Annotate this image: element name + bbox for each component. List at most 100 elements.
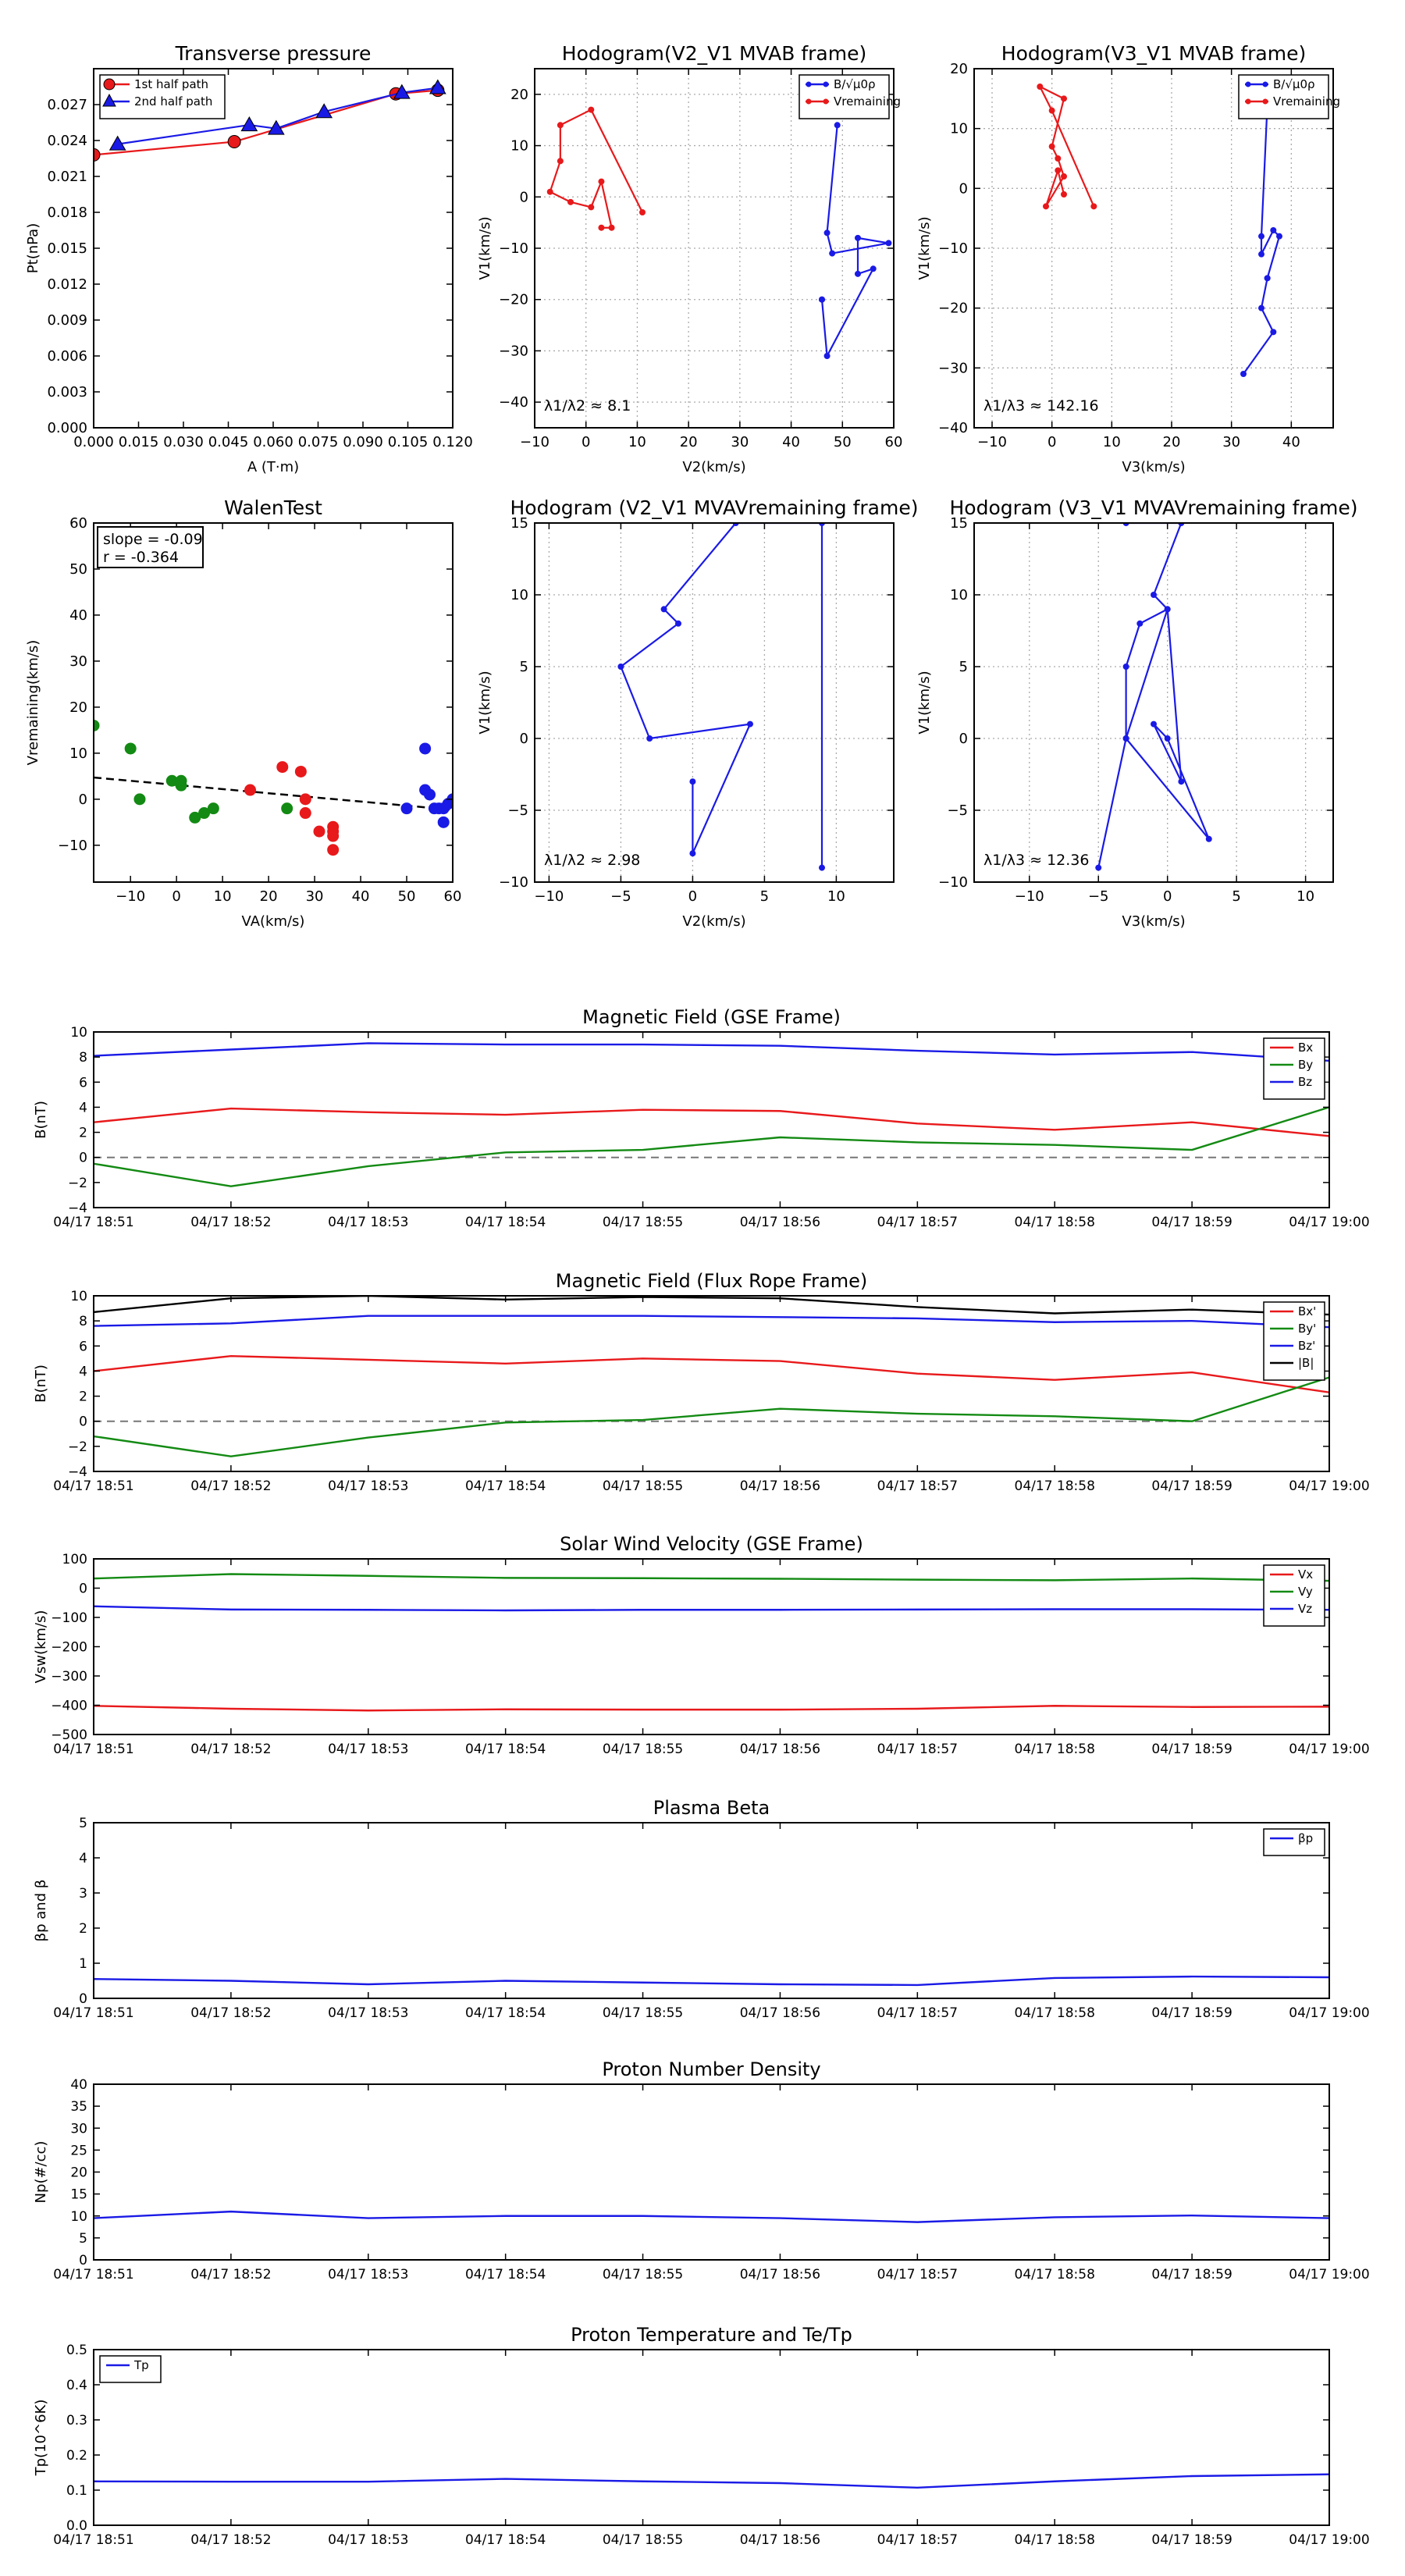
y-tick-label: −5 (507, 802, 528, 819)
data-point-green-7 (198, 807, 211, 820)
y-tick-label: 0 (79, 1582, 87, 1597)
y-tick-label: 10 (950, 121, 968, 137)
x-tick-label: 04/17 18:58 (1015, 1742, 1095, 1757)
legend-label: By' (1298, 1322, 1316, 1336)
series-line-Bx (94, 1107, 1329, 1137)
x-tick-label: 04/17 18:57 (877, 2005, 958, 2021)
data-point-red-3 (299, 793, 311, 806)
plot-area (546, 106, 892, 359)
x-tick-label: 04/17 18:57 (877, 1478, 958, 1494)
x-tick-label: −5 (610, 888, 631, 905)
stats-box (97, 526, 204, 568)
data-point-Vremaining-2 (1037, 84, 1044, 90)
x-tick-label: 04/17 18:56 (740, 2267, 820, 2282)
plot-frame (93, 68, 454, 429)
legend-marker (823, 98, 829, 105)
x-tick-label: 04/17 18:53 (328, 1478, 408, 1494)
x-tick-label: 04/17 18:55 (603, 1742, 683, 1757)
x-tick-label: 04/17 18:53 (328, 1742, 408, 1757)
data-point-velocity-9 (1122, 735, 1129, 742)
y-tick-label: −20 (499, 292, 528, 308)
y-tick-label: 6 (79, 1075, 87, 1091)
legend-label: 2nd half path (134, 94, 212, 109)
y-tick-label: 0 (79, 792, 87, 808)
series-line-Vremaining (549, 109, 643, 229)
data-point-B/√μ0ρ-4 (855, 234, 861, 241)
x-tick-label: 04/17 18:54 (465, 2005, 546, 2021)
x-tick-label: 04/17 18:59 (1151, 1478, 1232, 1494)
x-tick-label: 04/17 18:54 (465, 2267, 546, 2282)
x-tick-label: 10 (1297, 888, 1314, 905)
data-point-Vremaining-0 (639, 209, 646, 215)
y-tick-label: −300 (51, 1669, 87, 1685)
series-line-Bz' (94, 1315, 1329, 1329)
y-tick-label: 35 (70, 2099, 87, 2115)
data-point-B/√μ0ρ-9 (1240, 371, 1247, 377)
y-tick-label: −20 (938, 301, 968, 317)
legend-label: Bz' (1298, 1339, 1315, 1353)
chart-title: Hodogram(V3_V1 MVAB frame) (1001, 42, 1306, 65)
y-tick-label: 0 (79, 2253, 87, 2268)
data-point-Vremaining-9 (598, 224, 605, 231)
data-point-B/√μ0ρ-2 (1258, 251, 1264, 258)
data-point-Vremaining-4 (1048, 143, 1055, 150)
x-tick-label: 04/17 18:56 (740, 1215, 820, 1230)
y-tick-label: 8 (79, 1314, 87, 1329)
data-point-Vremaining-6 (588, 204, 595, 211)
y-tick-label: −4 (68, 1201, 87, 1216)
legend: Bx' By' Bz' |B| (1263, 1301, 1325, 1381)
series-line-Vy (94, 1573, 1329, 1582)
data-point-Vremaining-2 (557, 122, 564, 129)
legend-marker (1245, 81, 1251, 87)
data-point-red-5 (313, 825, 325, 838)
x-tick-label: 04/17 18:51 (53, 2267, 133, 2282)
data-point-velocity-3 (660, 606, 667, 613)
y-tick-label: 2 (79, 1126, 87, 1141)
data-point-velocity-7 (747, 720, 753, 728)
data-point-Vremaining-8 (1055, 167, 1062, 174)
y-tick-label: 20 (70, 2165, 87, 2181)
plot-area (94, 1975, 1329, 1987)
x-tick-label: 04/17 19:00 (1289, 1742, 1369, 1757)
legend-marker (102, 93, 116, 107)
data-point-velocity-11 (1151, 592, 1157, 598)
data-point-velocity-4 (1151, 720, 1157, 728)
eigenvalue-ratio: λ1/λ2 ≈ 8.1 (544, 397, 631, 415)
x-tick-label: −10 (116, 888, 145, 905)
y-tick-label: 0.018 (47, 205, 87, 221)
x-tick-label: 10 (214, 888, 232, 905)
y-tick-label: −30 (938, 360, 968, 376)
data-point-green-8 (207, 802, 219, 815)
data-point-velocity-4 (675, 620, 681, 627)
series-line-Bz (94, 1042, 1329, 1062)
data-point-2nd half path-1 (393, 84, 411, 99)
x-axis-label: V2(km/s) (682, 913, 745, 930)
plot-frame (93, 2083, 1330, 2261)
x-tick-label: 04/17 18:53 (328, 2532, 408, 2548)
y-tick-label: 0.009 (47, 312, 87, 329)
series-line-By' (94, 1376, 1329, 1457)
legend: 1st half path 2nd half path (99, 74, 226, 119)
plot-frame (93, 2349, 1330, 2526)
data-point-B/√μ0ρ-4 (1276, 233, 1282, 240)
legend-label: βp (1298, 1831, 1313, 1845)
data-point-B/√μ0ρ-0 (834, 122, 841, 129)
x-tick-label: 04/17 18:54 (465, 1742, 546, 1757)
legend: Vx Vy Vz (1263, 1564, 1325, 1627)
data-point-green-9 (281, 802, 293, 815)
plot-area (1037, 84, 1282, 377)
data-point-2nd half path-5 (108, 135, 126, 151)
series-line-By (94, 1106, 1329, 1187)
data-point-velocity-2 (1205, 835, 1212, 842)
plot-area (1095, 523, 1212, 871)
legend-marker (103, 78, 116, 91)
data-point-red-2 (294, 765, 307, 777)
y-tick-label: 0 (520, 731, 528, 747)
plot-frame (93, 1558, 1330, 1735)
data-point-blue-6 (437, 816, 450, 828)
legend-label: Vremaining (834, 94, 901, 109)
y-tick-label: 40 (69, 607, 87, 624)
x-tick-label: 04/17 18:59 (1151, 2005, 1232, 2021)
chart-title: Magnetic Field (Flux Rope Frame) (556, 1270, 867, 1292)
